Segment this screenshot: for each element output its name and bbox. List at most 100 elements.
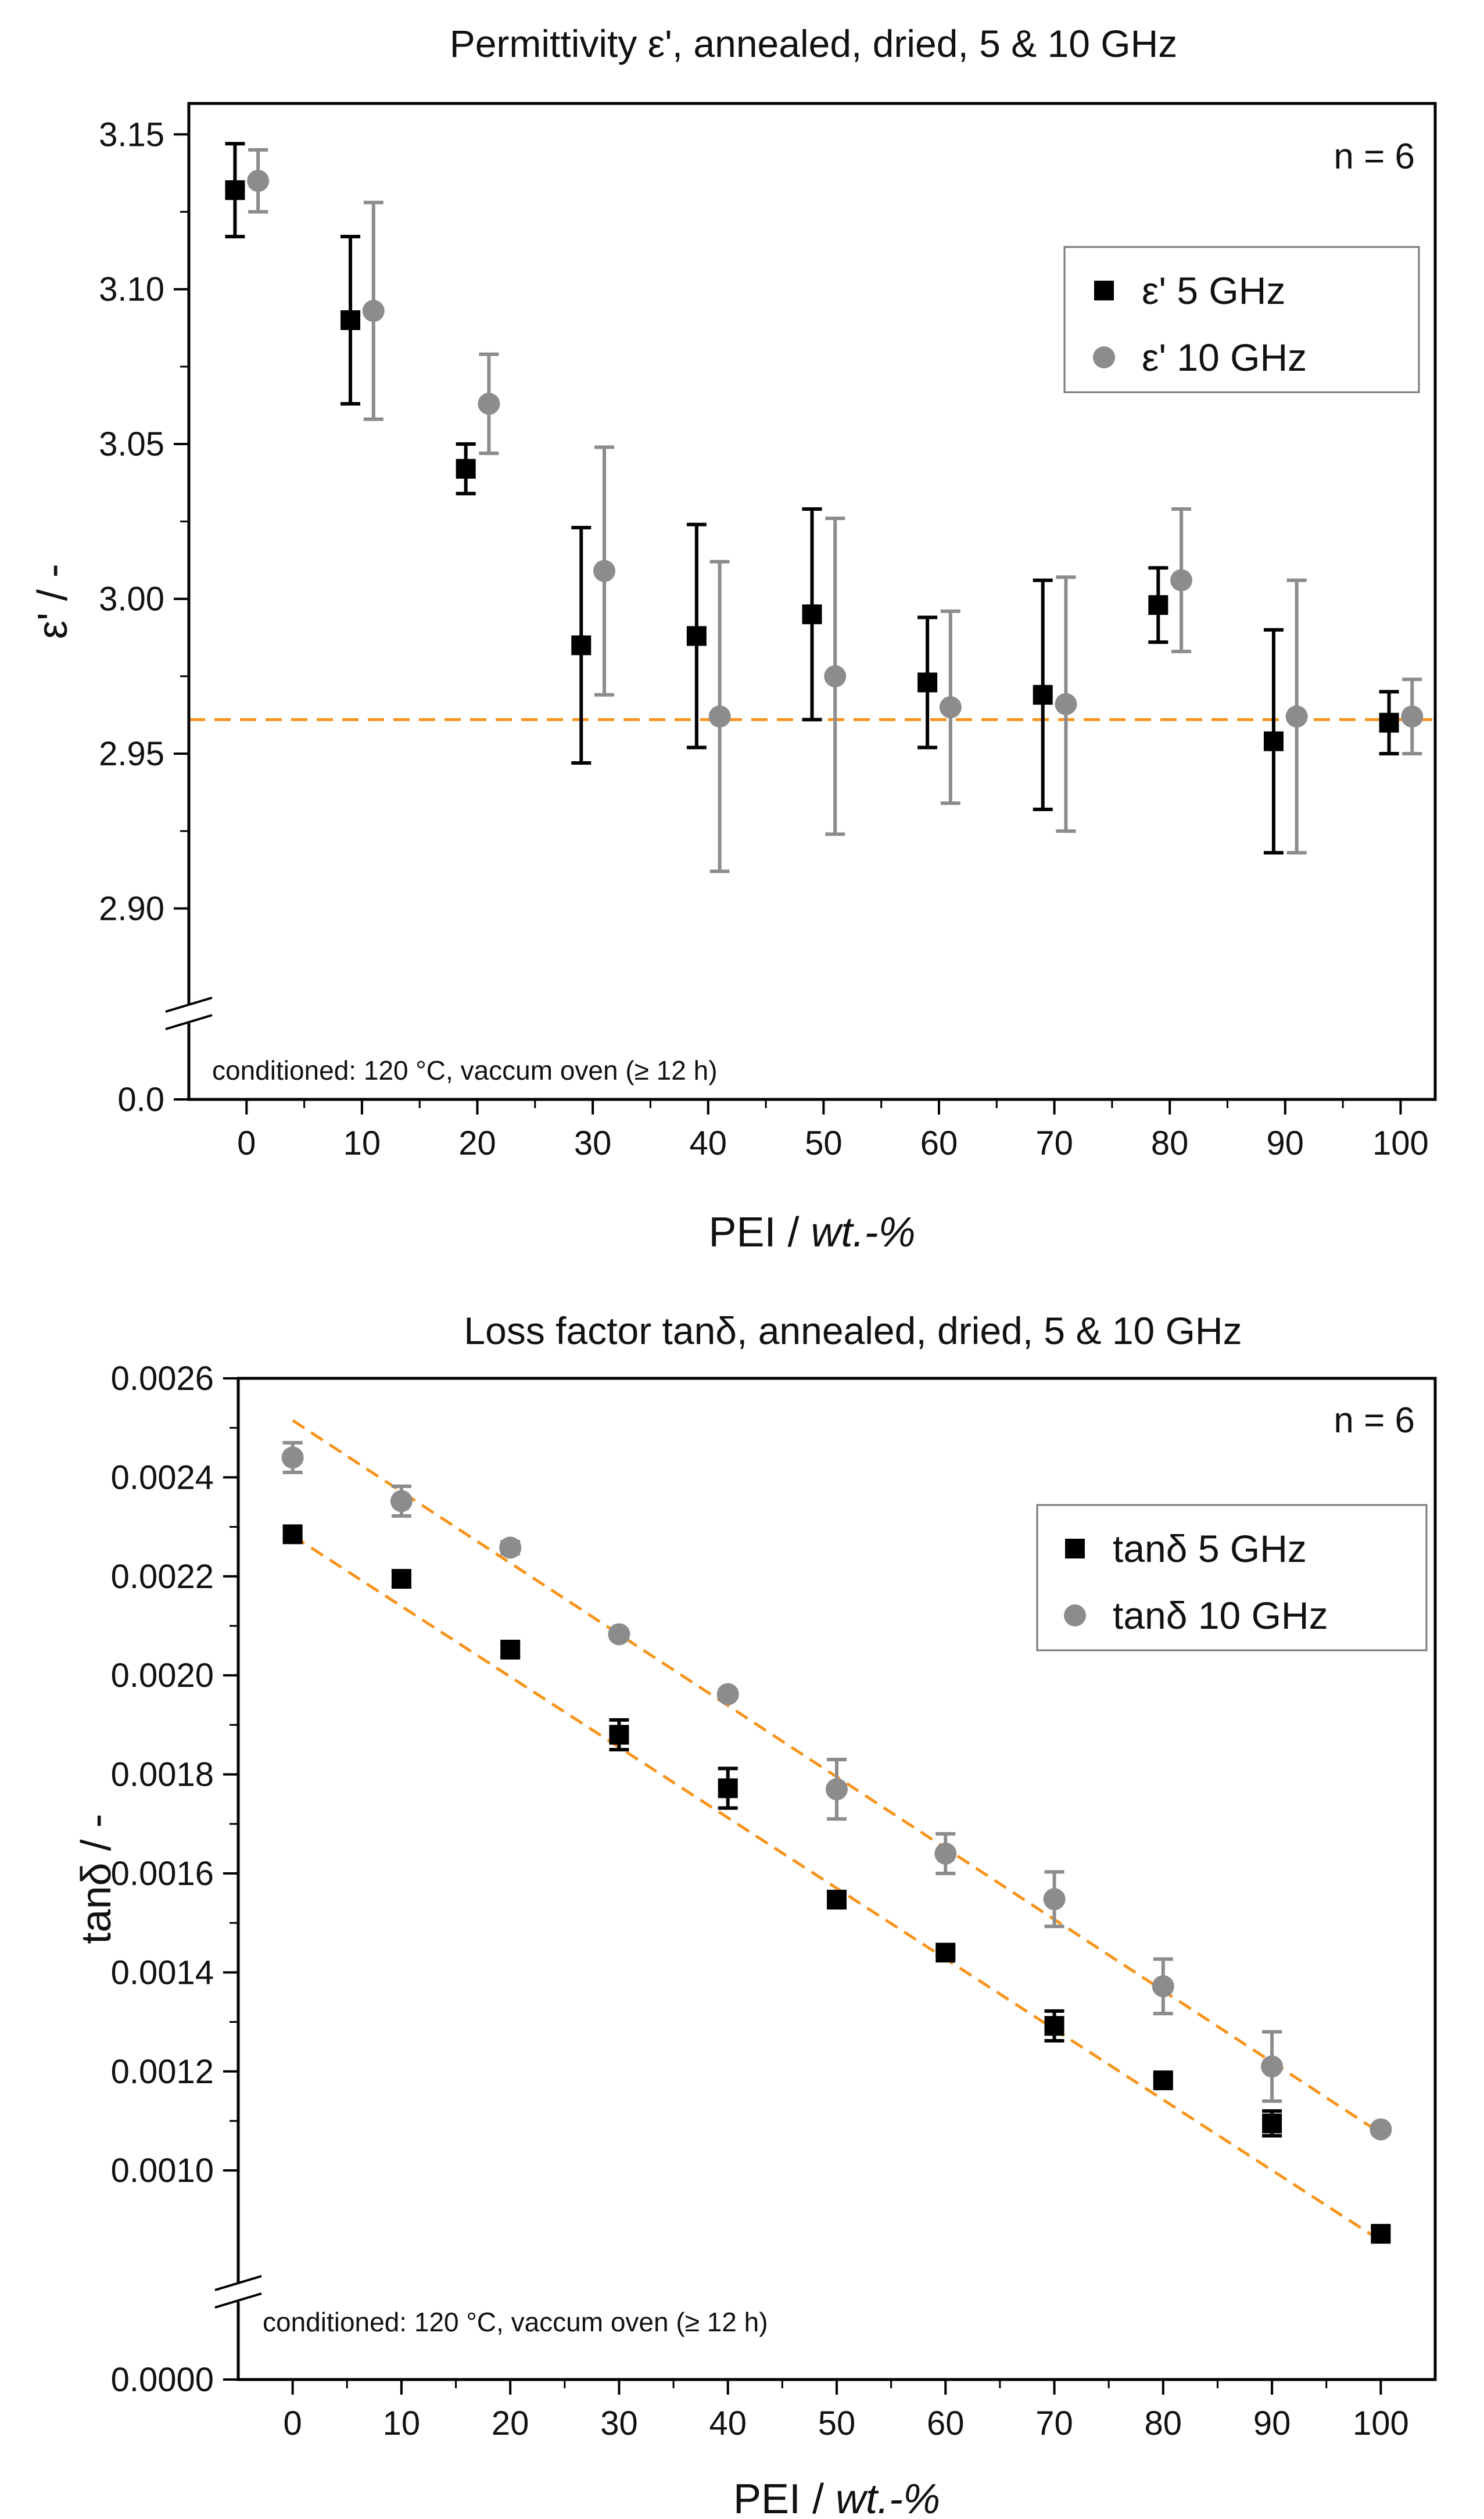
x-tick-label: 10	[383, 2405, 421, 2442]
y-break-tick-label: 0.0000	[111, 2361, 214, 2399]
y-tick-label: 0.0022	[111, 1558, 214, 1596]
data-point	[281, 1446, 304, 1469]
data-point	[571, 635, 592, 655]
x-tick-label: 80	[1151, 1124, 1189, 1162]
y-tick-label: 3.05	[99, 425, 164, 463]
y-tick-label: 2.90	[99, 890, 164, 927]
data-point	[340, 310, 361, 330]
data-point	[1285, 705, 1308, 728]
axis-break-gap	[166, 1005, 212, 1023]
x-tick-label: 10	[343, 1124, 381, 1162]
axis-break	[214, 2275, 262, 2309]
conditioning-annotation: conditioned: 120 °C, vaccum oven (≥ 12 h…	[212, 1055, 718, 1085]
data-point	[934, 1842, 957, 1865]
x-axis-title: PEI / wt.-%	[708, 1209, 915, 1256]
data-point	[1262, 2113, 1282, 2134]
data-point	[1152, 1975, 1174, 1998]
data-point	[1055, 693, 1077, 715]
series-5ghz	[282, 1524, 1391, 2244]
data-point	[1263, 731, 1284, 751]
x-tick-label: 60	[927, 2405, 965, 2442]
data-point	[1043, 1888, 1066, 1911]
y-tick-label: 0.0024	[111, 1459, 214, 1496]
data-point	[716, 1683, 739, 1705]
data-point	[593, 560, 615, 582]
x-tick-label: 60	[920, 1124, 958, 1162]
legend-label-10ghz: ε' 10 GHz	[1142, 336, 1307, 379]
x-tick-label: 100	[1372, 1124, 1429, 1162]
series-10ghz	[281, 1441, 1392, 2141]
series-10ghz	[247, 148, 1424, 873]
chart-title: Permittivity ε', annealed, dried, 5 & 10…	[450, 22, 1178, 65]
x-tick-label: 30	[574, 1124, 612, 1162]
y-tick-label: 0.0020	[111, 1657, 214, 1694]
data-point	[1033, 685, 1053, 705]
data-point	[1261, 2055, 1284, 2078]
data-point	[935, 1943, 956, 1963]
x-tick-label: 0	[284, 2405, 302, 2442]
data-point	[708, 705, 731, 728]
x-axis-title-main: PEI /	[708, 1209, 811, 1256]
data-point	[827, 1890, 847, 1910]
plot-frame	[187, 102, 1437, 1101]
data-marks	[281, 1441, 1392, 2244]
data-point	[247, 170, 270, 192]
y-tick-label: 0.0012	[111, 2053, 214, 2091]
data-point	[225, 180, 245, 200]
x-tick-label: 20	[458, 1124, 496, 1162]
x-tick-label: 80	[1145, 2405, 1182, 2442]
data-point	[1401, 705, 1424, 728]
data-point	[500, 1639, 521, 1660]
data-point	[391, 1569, 411, 1589]
y-tick-label: 0.0014	[111, 1954, 214, 1991]
axis-break-mark	[214, 2275, 262, 2291]
loss-factor-chart: Loss factor tanδ, annealed, dried, 5 & 1…	[73, 1309, 1437, 2519]
axis-break	[165, 997, 213, 1030]
legend-marker-10ghz	[1093, 346, 1115, 368]
axis-break-mark	[165, 997, 213, 1013]
data-point	[1371, 2224, 1391, 2244]
data-point	[1148, 595, 1168, 615]
legend-marker-5ghz	[1094, 281, 1114, 300]
x-tick-label: 100	[1353, 2405, 1409, 2442]
data-marks	[225, 142, 1424, 873]
legend: ε' 5 GHz ε' 10 GHz	[1063, 246, 1420, 393]
axis-break-gap	[215, 2283, 261, 2302]
x-tick-label: 50	[818, 2405, 856, 2442]
legend-label-5ghz: ε' 5 GHz	[1142, 269, 1285, 312]
data-point	[802, 604, 822, 625]
y-tick-label: 3.10	[99, 271, 164, 309]
data-point	[1370, 2118, 1392, 2141]
data-point	[362, 300, 385, 323]
x-axis-title-unit: wt.-%	[836, 2476, 940, 2519]
y-tick-label: 0.0018	[111, 1756, 214, 1794]
data-point	[609, 1725, 629, 1745]
series-5ghz	[225, 142, 1399, 855]
fit-line	[292, 1534, 1382, 2242]
y-tick-label: 2.95	[99, 735, 164, 773]
x-tick-label: 50	[805, 1124, 843, 1162]
y-break-tick-label: 0.0	[117, 1081, 164, 1119]
x-tick-label: 0	[237, 1124, 256, 1162]
data-point	[1170, 569, 1193, 592]
data-point	[499, 1536, 522, 1559]
y-tick-label: 0.0016	[111, 1855, 214, 1893]
data-point	[824, 665, 847, 687]
data-point	[1153, 2070, 1173, 2091]
x-tick-label: 40	[689, 1124, 727, 1162]
x-tick-label: 70	[1035, 1124, 1073, 1162]
y-axis-title: tanδ / -	[73, 1814, 120, 1944]
data-point	[608, 1623, 630, 1646]
legend-marker-5ghz	[1065, 1539, 1085, 1558]
y-axis-ticks: 2.90 2.95 3.00 3.05 3.10 3.15	[99, 116, 189, 1101]
legend-marker-10ghz	[1064, 1604, 1086, 1626]
data-point	[686, 626, 707, 646]
data-point	[282, 1524, 303, 1545]
x-tick-label: 90	[1267, 1124, 1304, 1162]
y-tick-label: 3.15	[99, 116, 164, 153]
data-point	[826, 1778, 848, 1801]
x-tick-label: 30	[600, 2405, 638, 2442]
legend-box	[1036, 1504, 1428, 1651]
